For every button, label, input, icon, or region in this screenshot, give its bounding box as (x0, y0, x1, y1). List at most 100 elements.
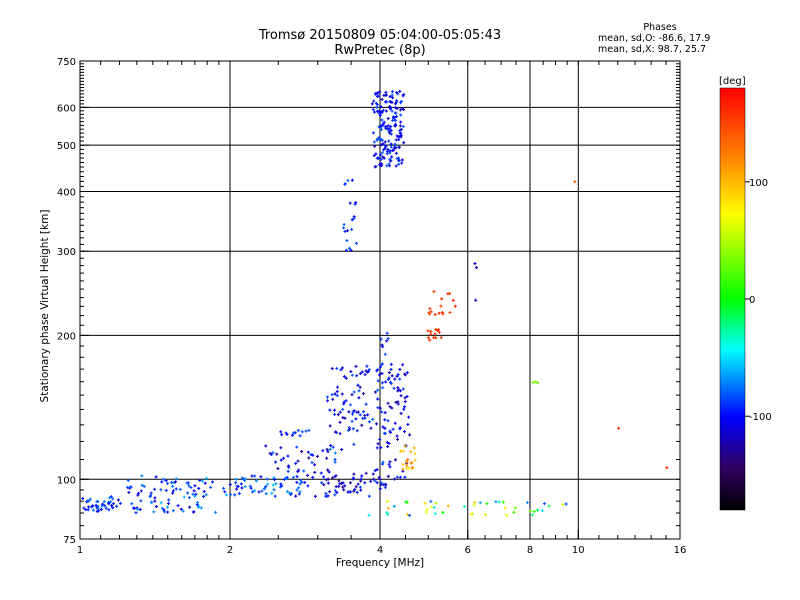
data-point (203, 481, 207, 485)
colorbar-tick-label: 0 (749, 295, 755, 306)
data-point (341, 407, 345, 411)
data-point (171, 484, 175, 488)
data-point (341, 416, 345, 420)
data-point (355, 490, 359, 494)
data-point (399, 99, 403, 103)
data-point (153, 499, 157, 503)
data-point (324, 491, 328, 495)
data-point (243, 485, 247, 489)
data-point (268, 451, 272, 455)
data-point (355, 374, 359, 378)
data-point (389, 362, 393, 366)
data-point (159, 488, 163, 492)
data-point (388, 430, 392, 434)
data-point (378, 90, 382, 94)
data-point (358, 413, 362, 417)
data-point (386, 512, 390, 516)
title-line-1: Tromsø 20150809 05:04:00-05:05:43 (258, 28, 502, 43)
data-point (240, 486, 244, 490)
data-point (88, 497, 92, 501)
data-point (254, 479, 258, 483)
x-tick-label: 16 (674, 545, 687, 556)
data-point (429, 332, 433, 336)
data-point (174, 477, 178, 481)
data-point (371, 131, 375, 135)
data-point (405, 463, 409, 467)
data-point (372, 477, 376, 481)
data-point (360, 370, 364, 374)
data-point (347, 490, 351, 494)
data-point (296, 459, 300, 463)
data-point (385, 152, 389, 156)
data-point (378, 477, 382, 481)
data-point (273, 478, 277, 482)
data-point (428, 338, 432, 342)
data-point (338, 420, 342, 424)
data-point (181, 509, 185, 513)
data-point (326, 399, 330, 403)
data-point (303, 480, 307, 484)
data-point (148, 495, 152, 499)
data-point (376, 442, 380, 446)
data-point (388, 164, 392, 168)
data-point (494, 500, 498, 504)
data-point (390, 155, 394, 159)
data-point (391, 149, 395, 153)
data-point (354, 485, 358, 489)
data-point (383, 411, 387, 415)
data-point (352, 409, 356, 413)
data-point (396, 437, 400, 441)
data-point (392, 504, 396, 508)
data-point (395, 374, 399, 378)
data-point (388, 157, 392, 161)
data-point (299, 478, 303, 482)
data-point (425, 507, 429, 511)
data-point (439, 336, 443, 340)
data-point (343, 484, 347, 488)
data-point (295, 480, 299, 484)
data-point (389, 100, 393, 104)
data-point (191, 492, 195, 496)
data-point (394, 151, 398, 155)
data-point (372, 154, 376, 158)
data-point (166, 510, 170, 514)
data-point (387, 371, 391, 375)
data-point (371, 417, 375, 421)
data-point (380, 481, 384, 485)
data-point (281, 456, 285, 460)
data-point (286, 469, 290, 473)
data-point (399, 449, 403, 453)
data-point (380, 118, 384, 122)
data-point (234, 477, 238, 481)
data-point (484, 513, 488, 517)
data-point (370, 102, 374, 106)
data-point (204, 493, 208, 497)
data-point (428, 307, 432, 311)
data-point (179, 507, 183, 511)
data-point (360, 474, 364, 478)
data-point (139, 489, 143, 493)
data-point (350, 178, 354, 182)
data-point (295, 445, 299, 449)
data-point (295, 488, 299, 492)
data-point (432, 290, 436, 294)
data-point (401, 462, 405, 466)
data-point (478, 501, 482, 505)
data-point (381, 148, 385, 152)
data-point (313, 463, 317, 467)
data-point (469, 512, 473, 516)
data-point (91, 508, 95, 512)
y-tick-label: 400 (57, 187, 76, 198)
data-point (326, 477, 330, 481)
title-line-2: RwPretec (8p) (334, 43, 426, 58)
data-point (398, 377, 402, 381)
data-point (313, 470, 317, 474)
data-point (429, 330, 433, 334)
data-point (392, 115, 396, 119)
data-point (398, 426, 402, 430)
y-axis-ticks: 75 100 200 300 400 500 600 750 (57, 57, 680, 546)
data-point (187, 496, 191, 500)
data-point (326, 468, 330, 472)
data-point (385, 440, 389, 444)
data-point (309, 453, 313, 457)
